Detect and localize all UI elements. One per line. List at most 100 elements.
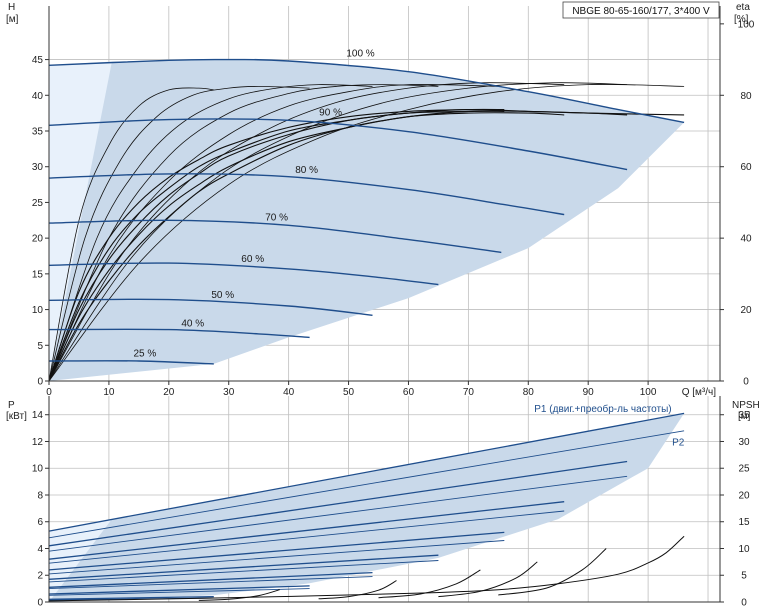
y-axis-unit: [м] — [6, 14, 19, 25]
power-curve — [48, 540, 505, 575]
y2-tick-label: 80 — [740, 91, 752, 102]
x-tick-label: 0 — [46, 387, 52, 398]
y2-axis-unit: [%] — [734, 14, 749, 25]
title-box — [562, 1, 720, 19]
x-tick-label: 60 — [403, 387, 415, 398]
power-curve — [48, 412, 685, 532]
operating-region — [49, 413, 685, 602]
efficiency-curve — [48, 112, 565, 382]
power-curve — [48, 560, 439, 583]
y-tick-label: 40 — [32, 91, 44, 102]
y2-tick-label: 25 — [738, 464, 750, 475]
y2-tick-label: 20 — [738, 490, 750, 501]
power-curve — [48, 585, 310, 595]
power-curve — [48, 460, 628, 547]
y-tick-label: 25 — [32, 198, 44, 209]
y-tick-label: 12 — [32, 437, 44, 448]
head-efficiency-panel: 100 % 90 % 80 % 70 % 60 % 50 % 40 % 25 % 0 5 10 15 2… — [6, 2, 755, 398]
y2-axis-title: eta — [736, 2, 750, 13]
power-curve — [48, 571, 373, 588]
y-tick-label: 20 — [32, 234, 44, 245]
light-region — [49, 519, 112, 602]
x-tick-label: 50 — [343, 387, 355, 398]
head-curve — [48, 118, 628, 171]
y2-tick-label: 10 — [738, 544, 750, 555]
y-tick-label: 14 — [32, 410, 44, 421]
head-curve — [48, 298, 373, 316]
efficiency-curve — [48, 84, 373, 382]
head-curve-label: 90 % — [319, 108, 342, 119]
head-curve-label: 80 % — [295, 165, 318, 176]
head-curve-label: 60 % — [241, 254, 264, 265]
x-tick-label: 80 — [523, 387, 535, 398]
power-curve — [48, 430, 685, 539]
head-curve — [48, 360, 214, 365]
y-tick-label: 15 — [32, 269, 44, 280]
x-tick-label: 40 — [283, 387, 295, 398]
npsh-curve — [378, 569, 481, 599]
p2-label: P2 — [672, 437, 685, 448]
y-tick-label: 10 — [32, 464, 44, 475]
power-curve — [48, 554, 439, 580]
power-curve — [48, 576, 373, 590]
x-axis-title: Q [м³/ч] — [682, 387, 717, 398]
x-tick-label: 30 — [223, 387, 235, 398]
head-curve — [48, 173, 565, 216]
y-tick-label: 8 — [37, 490, 43, 501]
y-tick-label: 4 — [37, 544, 43, 555]
power-curve — [48, 501, 565, 560]
efficiency-curve — [48, 87, 214, 382]
power-npsh-panel: P1 (двиг.+преобр-ль частоты) P 20 2 4 6 8 10 12 1… — [6, 396, 760, 609]
head-curve — [48, 58, 685, 124]
y-axis-title: P — [8, 400, 15, 411]
head-curve-label: 40 % — [181, 318, 204, 329]
y2-tick-label: 40 — [740, 234, 752, 245]
y2-tick-label: 30 — [738, 437, 750, 448]
x-tick-label: 100 — [640, 387, 657, 398]
efficiency-curve — [48, 82, 565, 382]
y2-tick-label: 15 — [738, 517, 750, 528]
head-curve-label: 70 % — [265, 213, 288, 224]
x-tick-label: 20 — [163, 387, 175, 398]
chart-title: NBGE 80-65-160/177, 3*400 V — [572, 6, 710, 17]
y2-tick-label: 60 — [740, 162, 752, 173]
y-tick-label: 0 — [37, 377, 43, 388]
head-curve — [48, 328, 310, 339]
y-tick-label: 35 — [32, 127, 44, 138]
y2-tick-label: 0 — [743, 377, 749, 388]
y-axis-unit: [кВт] — [6, 411, 27, 422]
head-curve-label: 100 % — [346, 48, 374, 59]
y-tick-label: 45 — [32, 55, 44, 66]
efficiency-curve — [48, 85, 310, 382]
x-tick-label: 90 — [583, 387, 595, 398]
p1-label: P1 (двиг.+преобр-ль частоты) — [534, 403, 671, 415]
y-tick-label: 10 — [32, 305, 44, 316]
npsh-curve — [498, 548, 607, 596]
y-axis-title: H — [8, 2, 15, 13]
y2-tick-label: 20 — [740, 305, 752, 316]
y2-tick-label: 100 — [738, 19, 755, 30]
y2-axis-title: NPSH — [732, 400, 760, 411]
x-tick-label: 10 — [103, 387, 115, 398]
y-tick-label: 2 — [37, 571, 43, 582]
efficiency-curve — [48, 84, 439, 382]
npsh-curve — [438, 561, 538, 598]
efficiency-curve — [48, 110, 628, 382]
power-curve — [48, 595, 214, 600]
light-region — [49, 61, 112, 381]
efficiency-curve — [48, 108, 505, 382]
head-curve — [48, 219, 502, 254]
y2-tick-label: 5 — [741, 571, 747, 582]
y2-axis-unit: [м] — [738, 411, 751, 422]
head-curve-label: 50 % — [211, 290, 234, 301]
power-curve — [48, 531, 505, 571]
y-tick-label: 30 — [32, 162, 44, 173]
y2-tick-label: 35 — [738, 410, 750, 421]
npsh-curve — [318, 580, 397, 600]
y-tick-label: 6 — [37, 517, 43, 528]
y-tick-label: 5 — [37, 341, 43, 352]
x-tick-label: 70 — [463, 387, 475, 398]
power-curve — [48, 510, 565, 564]
power-curve — [48, 588, 310, 596]
